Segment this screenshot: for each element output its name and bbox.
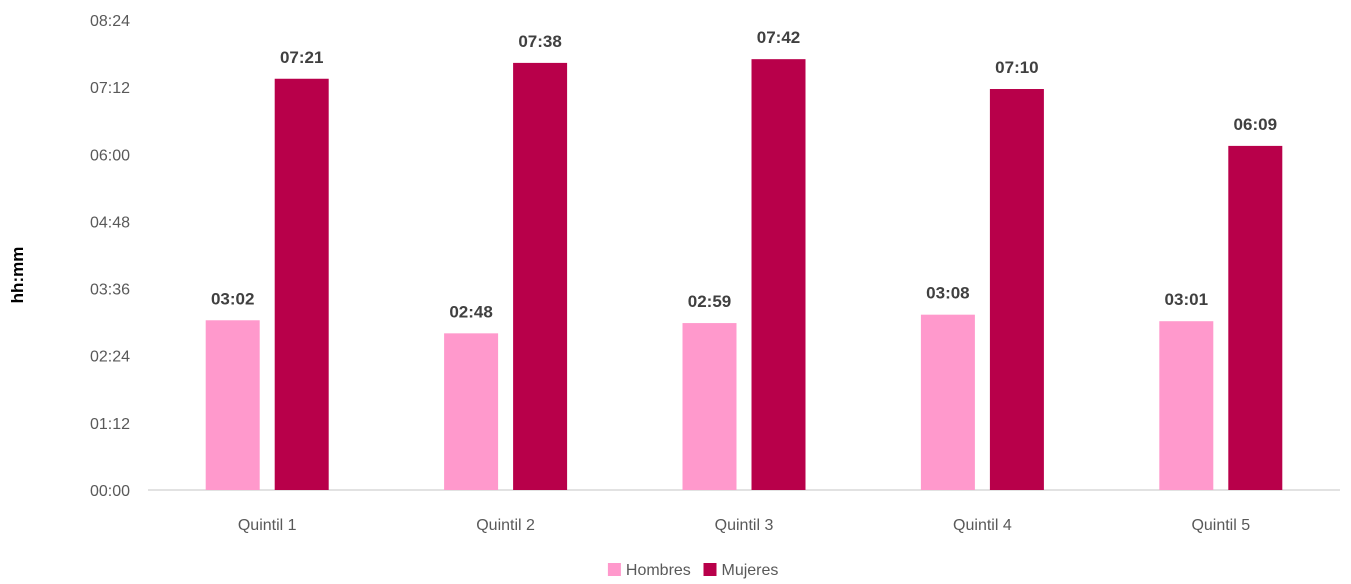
legend-item-mujeres: Mujeres	[703, 562, 779, 579]
legend-label-mujeres: Mujeres	[722, 562, 779, 579]
bar-mujeres-5	[1228, 145, 1283, 490]
y-tick-label: 08:24	[90, 13, 130, 30]
y-tick-label: 06:00	[90, 147, 130, 164]
x-category-label: Quintil 5	[1191, 517, 1250, 534]
y-tick-label: 03:36	[90, 282, 130, 299]
legend: Hombres Mujeres	[607, 562, 779, 579]
x-category-label: Quintil 1	[238, 517, 297, 534]
category-labels: Quintil 1 Quintil 2 Quintil 3 Quintil 4 Quin…	[238, 517, 1250, 534]
y-tick-label: 04:48	[90, 214, 130, 231]
legend-swatch-mujeres	[703, 563, 717, 576]
data-label-mujeres-3: 07:42	[757, 28, 800, 47]
data-label-mujeres-2: 07:38	[518, 32, 561, 51]
y-axis-title-group: hh:mm	[8, 247, 27, 304]
y-tick-label: 00:00	[90, 483, 130, 500]
x-category-label: Quintil 3	[715, 517, 774, 534]
data-label-hombres-3: 02:59	[688, 292, 731, 311]
y-tick-label: 02:24	[90, 349, 130, 366]
legend-item-hombres: Hombres	[607, 562, 691, 579]
bar-hombres-3	[682, 323, 737, 490]
y-tick-label: 07:12	[90, 80, 130, 97]
legend-label-hombres: Hombres	[626, 562, 691, 579]
bar-mujeres-1	[274, 78, 329, 490]
data-label-hombres-1: 03:02	[211, 289, 254, 308]
data-label-hombres-5: 03:01	[1165, 290, 1208, 309]
bar-hombres-4	[920, 314, 975, 490]
y-tick-label: 01:12	[90, 416, 130, 433]
y-axis-title: hh:mm	[8, 247, 27, 304]
data-labels-group: 03:02 07:21 02:48 07:38 02:59 07:42 03:08 07:10…	[211, 28, 1277, 321]
x-category-label: Quintil 4	[953, 517, 1012, 534]
bar-mujeres-2	[513, 62, 568, 491]
x-category-label: Quintil 2	[476, 517, 535, 534]
legend-swatch-hombres	[607, 563, 621, 576]
y-axis-ticks: 00:00 01:12 02:24 03:36 04:48 06:00 07:12 08:24	[90, 13, 130, 500]
bar-mujeres-3	[751, 59, 806, 491]
data-label-hombres-4: 03:08	[926, 284, 969, 303]
bar-mujeres-4	[989, 89, 1044, 490]
bar-hombres-1	[205, 320, 260, 490]
bar-hombres-2	[444, 333, 499, 490]
bar-hombres-5	[1159, 321, 1214, 490]
data-label-mujeres-5: 06:09	[1234, 115, 1277, 134]
data-label-mujeres-4: 07:10	[995, 58, 1038, 77]
data-label-hombres-2: 02:48	[449, 302, 492, 321]
data-label-mujeres-1: 07:21	[280, 48, 323, 67]
bars-group	[205, 59, 1283, 491]
